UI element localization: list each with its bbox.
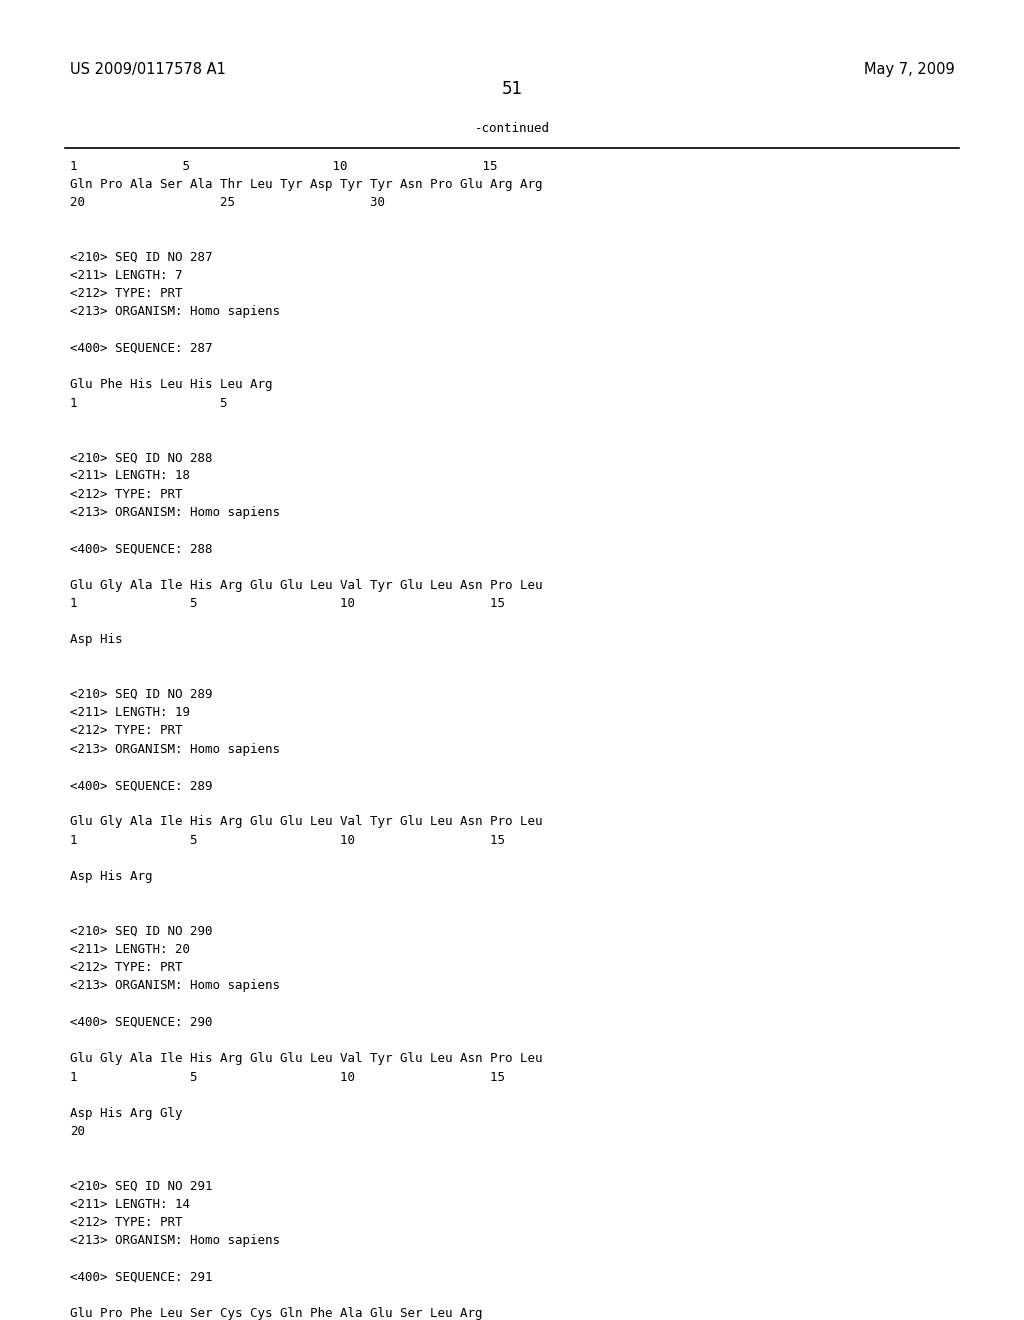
Text: Glu Gly Ala Ile His Arg Glu Glu Leu Val Tyr Glu Leu Asn Pro Leu: Glu Gly Ala Ile His Arg Glu Glu Leu Val … [70, 816, 542, 829]
Text: <213> ORGANISM: Homo sapiens: <213> ORGANISM: Homo sapiens [70, 1234, 280, 1247]
Text: <213> ORGANISM: Homo sapiens: <213> ORGANISM: Homo sapiens [70, 506, 280, 519]
Text: <210> SEQ ID NO 287: <210> SEQ ID NO 287 [70, 251, 212, 264]
Text: -continued: -continued [474, 121, 550, 135]
Text: <211> LENGTH: 18: <211> LENGTH: 18 [70, 470, 189, 482]
Text: 20                  25                  30: 20 25 30 [70, 197, 385, 209]
Text: Glu Gly Ala Ile His Arg Glu Glu Leu Val Tyr Glu Leu Asn Pro Leu: Glu Gly Ala Ile His Arg Glu Glu Leu Val … [70, 1052, 542, 1065]
Text: <400> SEQUENCE: 287: <400> SEQUENCE: 287 [70, 342, 212, 355]
Text: <213> ORGANISM: Homo sapiens: <213> ORGANISM: Homo sapiens [70, 743, 280, 755]
Text: 1               5                   10                  15: 1 5 10 15 [70, 1071, 505, 1084]
Text: <400> SEQUENCE: 291: <400> SEQUENCE: 291 [70, 1271, 212, 1284]
Text: 1               5                   10                  15: 1 5 10 15 [70, 597, 505, 610]
Text: 1               5                   10                  15: 1 5 10 15 [70, 834, 505, 846]
Text: <212> TYPE: PRT: <212> TYPE: PRT [70, 1216, 182, 1229]
Text: Glu Gly Ala Ile His Arg Glu Glu Leu Val Tyr Glu Leu Asn Pro Leu: Glu Gly Ala Ile His Arg Glu Glu Leu Val … [70, 578, 542, 591]
Text: <400> SEQUENCE: 290: <400> SEQUENCE: 290 [70, 1016, 212, 1028]
Text: <211> LENGTH: 19: <211> LENGTH: 19 [70, 706, 189, 719]
Text: May 7, 2009: May 7, 2009 [863, 62, 954, 77]
Text: 1                   5: 1 5 [70, 396, 227, 409]
Text: <212> TYPE: PRT: <212> TYPE: PRT [70, 961, 182, 974]
Text: <211> LENGTH: 14: <211> LENGTH: 14 [70, 1199, 189, 1210]
Text: 51: 51 [502, 79, 522, 98]
Text: Asp His Arg Gly: Asp His Arg Gly [70, 1107, 182, 1119]
Text: Glu Pro Phe Leu Ser Cys Cys Gln Phe Ala Glu Ser Leu Arg: Glu Pro Phe Leu Ser Cys Cys Gln Phe Ala … [70, 1307, 482, 1320]
Text: Glu Phe His Leu His Leu Arg: Glu Phe His Leu His Leu Arg [70, 379, 272, 391]
Text: Asp His: Asp His [70, 634, 122, 647]
Text: <400> SEQUENCE: 289: <400> SEQUENCE: 289 [70, 779, 212, 792]
Text: <212> TYPE: PRT: <212> TYPE: PRT [70, 487, 182, 500]
Text: <210> SEQ ID NO 288: <210> SEQ ID NO 288 [70, 451, 212, 465]
Text: <212> TYPE: PRT: <212> TYPE: PRT [70, 725, 182, 738]
Text: <212> TYPE: PRT: <212> TYPE: PRT [70, 288, 182, 300]
Text: <210> SEQ ID NO 290: <210> SEQ ID NO 290 [70, 925, 212, 937]
Text: <210> SEQ ID NO 289: <210> SEQ ID NO 289 [70, 688, 212, 701]
Text: 1              5                   10                  15: 1 5 10 15 [70, 160, 497, 173]
Text: Gln Pro Ala Ser Ala Thr Leu Tyr Asp Tyr Tyr Asn Pro Glu Arg Arg: Gln Pro Ala Ser Ala Thr Leu Tyr Asp Tyr … [70, 178, 542, 191]
Text: <213> ORGANISM: Homo sapiens: <213> ORGANISM: Homo sapiens [70, 979, 280, 993]
Text: <400> SEQUENCE: 288: <400> SEQUENCE: 288 [70, 543, 212, 556]
Text: US 2009/0117578 A1: US 2009/0117578 A1 [70, 62, 225, 77]
Text: Asp His Arg: Asp His Arg [70, 870, 153, 883]
Text: <210> SEQ ID NO 291: <210> SEQ ID NO 291 [70, 1180, 212, 1193]
Text: <213> ORGANISM: Homo sapiens: <213> ORGANISM: Homo sapiens [70, 305, 280, 318]
Text: <211> LENGTH: 20: <211> LENGTH: 20 [70, 942, 189, 956]
Text: <211> LENGTH: 7: <211> LENGTH: 7 [70, 269, 182, 282]
Text: 20: 20 [70, 1125, 85, 1138]
